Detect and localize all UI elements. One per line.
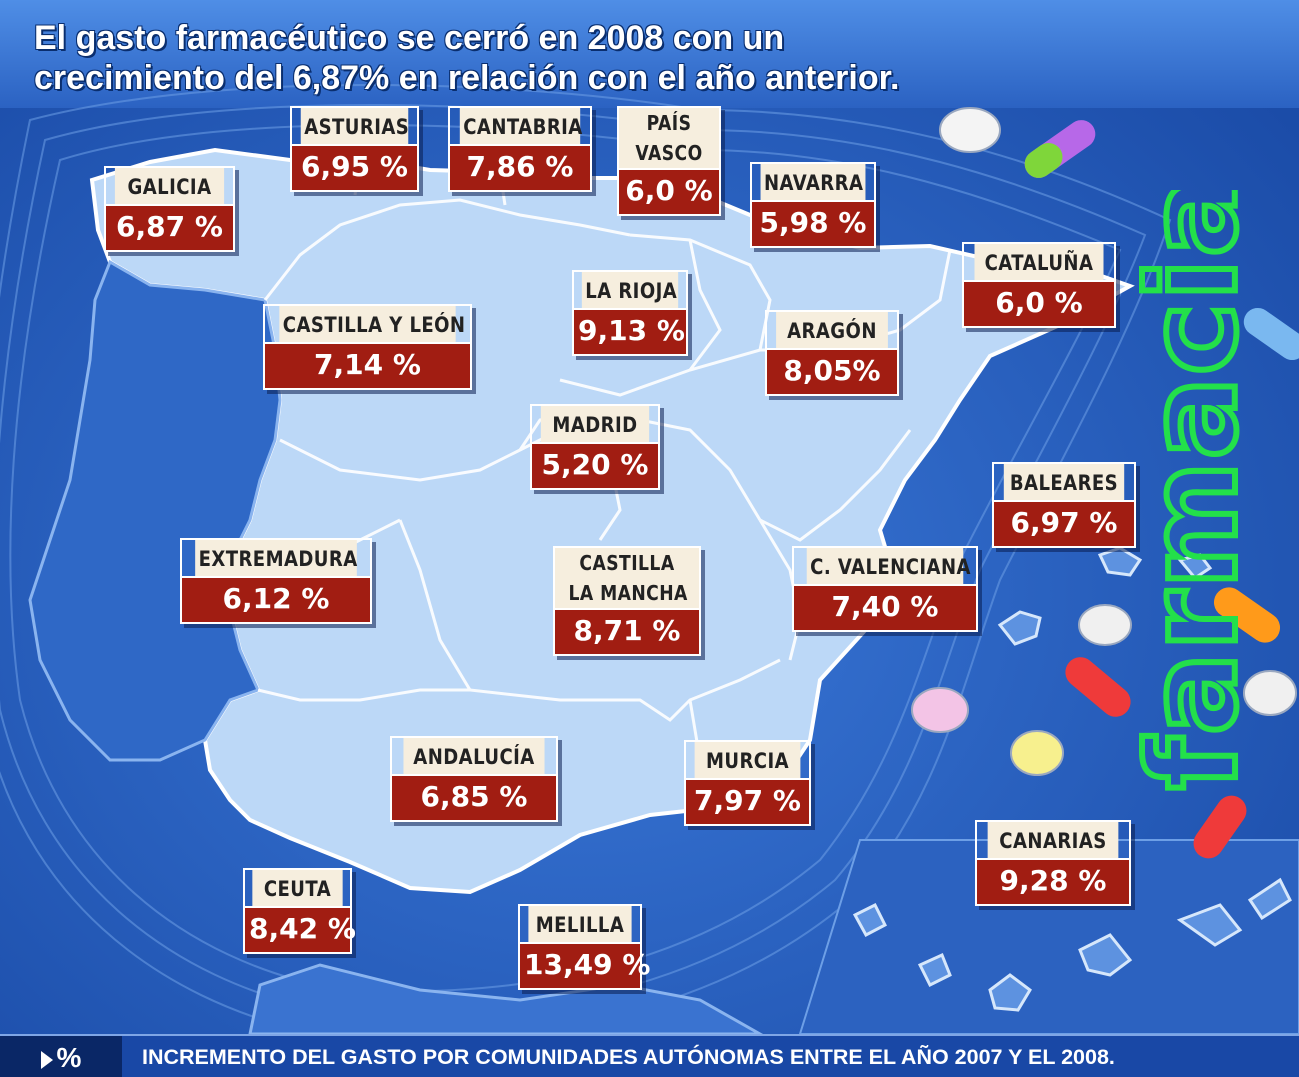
- region-value: 5,20 %: [532, 442, 658, 488]
- region-label-pais-vasco: PAÍS VASCO 6,0 %: [617, 106, 721, 216]
- region-label-cantabria: CANTABRIA 7,86 %: [448, 106, 592, 192]
- region-label-baleares: BALEARES 6,97 %: [992, 462, 1136, 548]
- region-label-andalucia: ANDALUCÍA 6,85 %: [390, 736, 558, 822]
- region-name: LA RIOJA: [581, 272, 679, 308]
- region-name: C. VALENCIANA: [806, 548, 970, 584]
- region-value: 7,40 %: [794, 584, 976, 630]
- region-label-castilla-y-leon: CASTILLA Y LEÓN 7,14 %: [263, 304, 472, 390]
- title-line-2: crecimiento del 6,87% en relación con el…: [34, 59, 900, 97]
- region-label-aragon: ARAGÓN 8,05%: [765, 310, 899, 396]
- region-label-canarias: CANARIAS 9,28 %: [975, 820, 1131, 906]
- region-label-melilla: MELILLA 13,49 %: [518, 904, 650, 990]
- region-name: CASTILLA Y LEÓN: [279, 306, 465, 342]
- region-name: CANARIAS: [987, 822, 1119, 858]
- region-name: EXTREMADURA: [195, 540, 357, 576]
- percent-badge-text: %: [56, 1042, 82, 1073]
- region-label-ceuta: CEUTA 8,42 %: [243, 868, 356, 954]
- region-label-navarra: NAVARRA 5,98 %: [750, 162, 876, 248]
- percent-badge: %: [0, 1036, 122, 1077]
- region-value: 6,87 %: [106, 204, 233, 250]
- region-label-castilla-la-mancha: CASTILLA LA MANCHA 8,71 %: [553, 546, 701, 656]
- region-value: 7,14 %: [265, 342, 470, 388]
- brand-word: farmacia: [1122, 190, 1264, 790]
- region-label-cataluna: CATALUÑA 6,0 %: [962, 242, 1116, 328]
- region-label-murcia: MURCIA 7,97 %: [684, 740, 811, 826]
- region-name: MELILLA: [528, 906, 632, 942]
- region-label-c-valenciana: C. VALENCIANA 7,40 %: [792, 546, 978, 632]
- canarias-inset: [798, 839, 1299, 1035]
- region-name-line-2: LA MANCHA: [565, 578, 689, 608]
- region-name: ANDALUCÍA: [403, 738, 545, 774]
- region-name: BALEARES: [1003, 464, 1125, 500]
- region-name-line-1: CASTILLA: [565, 548, 689, 578]
- region-value: 6,0 %: [619, 168, 719, 214]
- play-arrow-icon: [40, 1050, 53, 1069]
- region-name-line-2: VASCO: [626, 138, 712, 168]
- balearic-islands: [997, 546, 1213, 646]
- region-value: 9,13 %: [574, 308, 686, 354]
- region-name: GALICIA: [114, 168, 225, 204]
- title-line-1: El gasto farmacéutico se cerró en 2008 c…: [34, 19, 785, 57]
- region-value: 6,85 %: [392, 774, 556, 820]
- footer-bar: % INCREMENTO DEL GASTO POR COMUNIDADES A…: [0, 1034, 1299, 1077]
- region-value: 6,97 %: [994, 500, 1134, 546]
- region-label-asturias: ASTURIAS 6,95 %: [290, 106, 419, 192]
- region-value: 9,28 %: [977, 858, 1129, 904]
- region-value: 6,0 %: [964, 280, 1114, 326]
- africa-coast: [248, 963, 766, 1036]
- region-name: NAVARRA: [760, 164, 866, 200]
- page-title: El gasto farmacéutico se cerró en 2008 c…: [34, 18, 899, 98]
- region-name: CEUTA: [252, 870, 343, 906]
- region-name: CANTABRIA: [459, 108, 582, 144]
- region-value: 6,12 %: [182, 576, 370, 622]
- region-name: CATALUÑA: [974, 244, 1104, 280]
- region-label-extremadura: EXTREMADURA 6,12 %: [180, 538, 372, 624]
- region-value: 5,98 %: [752, 200, 874, 246]
- region-value: 7,97 %: [686, 778, 809, 824]
- region-name: MADRID: [540, 406, 650, 442]
- pills-decoration: [911, 107, 1299, 859]
- region-value: 13,49 %: [520, 942, 650, 988]
- footer-caption: INCREMENTO DEL GASTO POR COMUNIDADES AUT…: [142, 1045, 1115, 1069]
- region-value: 8,71 %: [555, 608, 699, 654]
- region-value: 8,05%: [767, 348, 897, 394]
- region-label-galicia: GALICIA 6,87 %: [104, 166, 235, 252]
- region-name: ASTURIAS: [300, 108, 409, 144]
- region-label-madrid: MADRID 5,20 %: [530, 404, 660, 490]
- region-value: 6,95 %: [292, 144, 417, 190]
- region-name: ARAGÓN: [776, 312, 888, 348]
- region-label-la-rioja: LA RIOJA 9,13 %: [572, 270, 688, 356]
- region-name-line-1: PAÍS: [626, 108, 712, 138]
- region-name: MURCIA: [694, 742, 801, 778]
- farmacia-brand: farmacia: [1119, 190, 1267, 793]
- region-value: 7,86 %: [450, 144, 590, 190]
- region-value: 8,42 %: [245, 906, 356, 952]
